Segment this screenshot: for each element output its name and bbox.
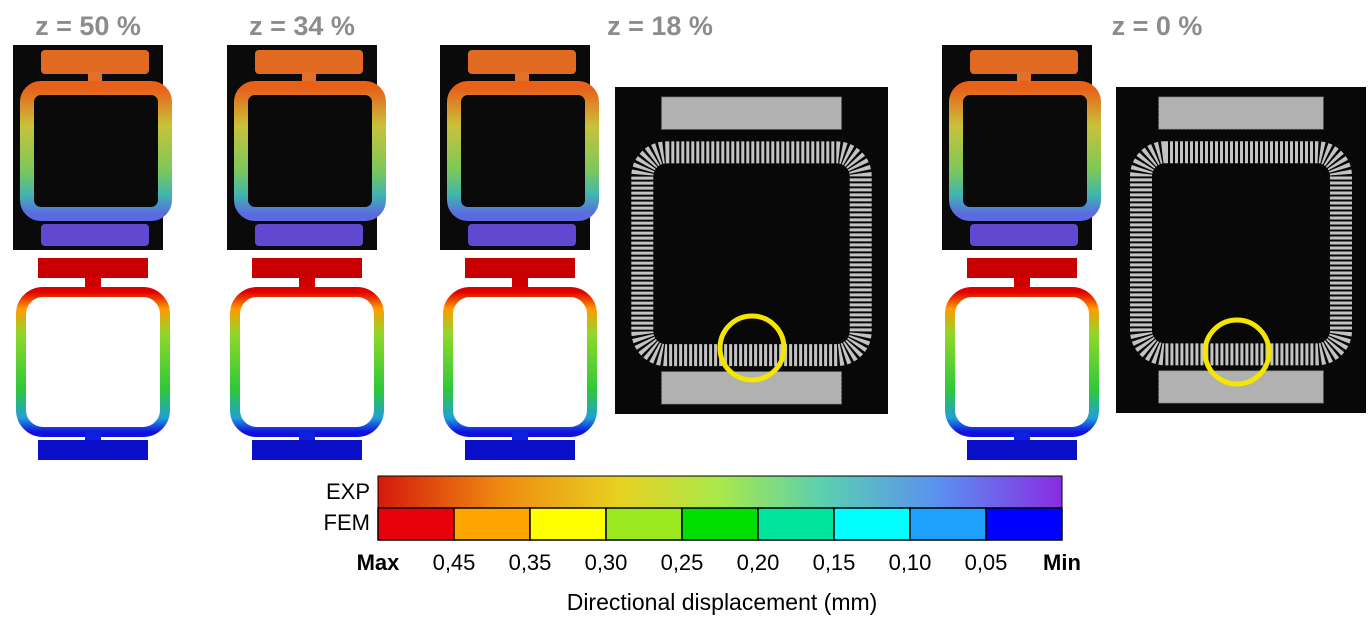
fem-top-bar	[38, 258, 148, 278]
tick-label: Min	[1043, 550, 1081, 575]
fem-neck	[512, 276, 528, 290]
crack-marker	[1202, 317, 1272, 387]
exp-bottom-bar	[970, 224, 1078, 246]
fem-swatch	[985, 507, 1063, 541]
fem-neck	[85, 276, 101, 290]
fem-neck	[1014, 276, 1030, 290]
fem-ring	[16, 287, 170, 437]
bw-ring	[631, 141, 872, 367]
exp-top-bar	[468, 50, 576, 74]
fem-swatch	[529, 507, 607, 541]
fem-neck	[512, 432, 528, 442]
exp-ring	[20, 81, 172, 221]
fem-swatch	[681, 507, 759, 541]
exp-bottom-bar	[41, 224, 149, 246]
exp-top-bar	[41, 50, 149, 74]
tick-label: 0,45	[433, 550, 476, 575]
bw-top-bar	[1158, 96, 1324, 130]
exp-top-bar	[255, 50, 363, 74]
panels	[13, 45, 1366, 460]
exp-ring	[949, 81, 1101, 221]
fem-ring	[945, 287, 1099, 437]
fem-swatch	[757, 507, 835, 541]
fem-neck	[85, 432, 101, 442]
crack-marker	[717, 313, 787, 383]
fem-neck	[1014, 432, 1030, 442]
column-label: z = 0 %	[1112, 11, 1203, 41]
exp-colorbar	[377, 475, 1063, 509]
fem-swatch	[605, 507, 683, 541]
tick-label: 0,30	[585, 550, 628, 575]
tick-label: 0,15	[813, 550, 856, 575]
fem-top-bar	[465, 258, 575, 278]
exp-bottom-bar	[468, 224, 576, 246]
fem-top-bar	[252, 258, 362, 278]
tick-label: 0,05	[965, 550, 1008, 575]
fem-top-bar	[967, 258, 1077, 278]
tick-label: 0,10	[889, 550, 932, 575]
fem-swatch	[833, 507, 911, 541]
fem-ring	[230, 287, 384, 437]
column-label: z = 18 %	[607, 11, 713, 41]
fem-ring	[443, 287, 597, 437]
bw-bottom-bar	[1158, 370, 1324, 404]
bw-top-bar	[660, 96, 843, 131]
row-label: FEM	[324, 510, 370, 535]
fem-bottom-bar	[967, 440, 1077, 460]
bw-ring	[1130, 141, 1352, 366]
fem-swatch	[453, 507, 531, 541]
tick-label: 0,25	[661, 550, 704, 575]
fem-swatch	[377, 507, 455, 541]
column-label: z = 34 %	[249, 11, 355, 41]
fem-bottom-bar	[465, 440, 575, 460]
exp-bottom-bar	[255, 224, 363, 246]
bw-bottom-bar	[660, 370, 843, 405]
fem-bottom-bar	[38, 440, 148, 460]
row-label: EXP	[326, 479, 370, 504]
exp-top-bar	[970, 50, 1078, 74]
tick-label: 0,20	[737, 550, 780, 575]
fem-neck	[299, 432, 315, 442]
column-label: z = 50 %	[35, 11, 141, 41]
colorbar-label: Directional displacement (mm)	[567, 589, 878, 615]
tick-label: 0,35	[509, 550, 552, 575]
tick-label: Max	[357, 550, 401, 575]
exp-ring	[234, 81, 386, 221]
fem-bottom-bar	[252, 440, 362, 460]
fem-neck	[299, 276, 315, 290]
exp-ring	[447, 81, 599, 221]
fem-swatch	[909, 507, 987, 541]
